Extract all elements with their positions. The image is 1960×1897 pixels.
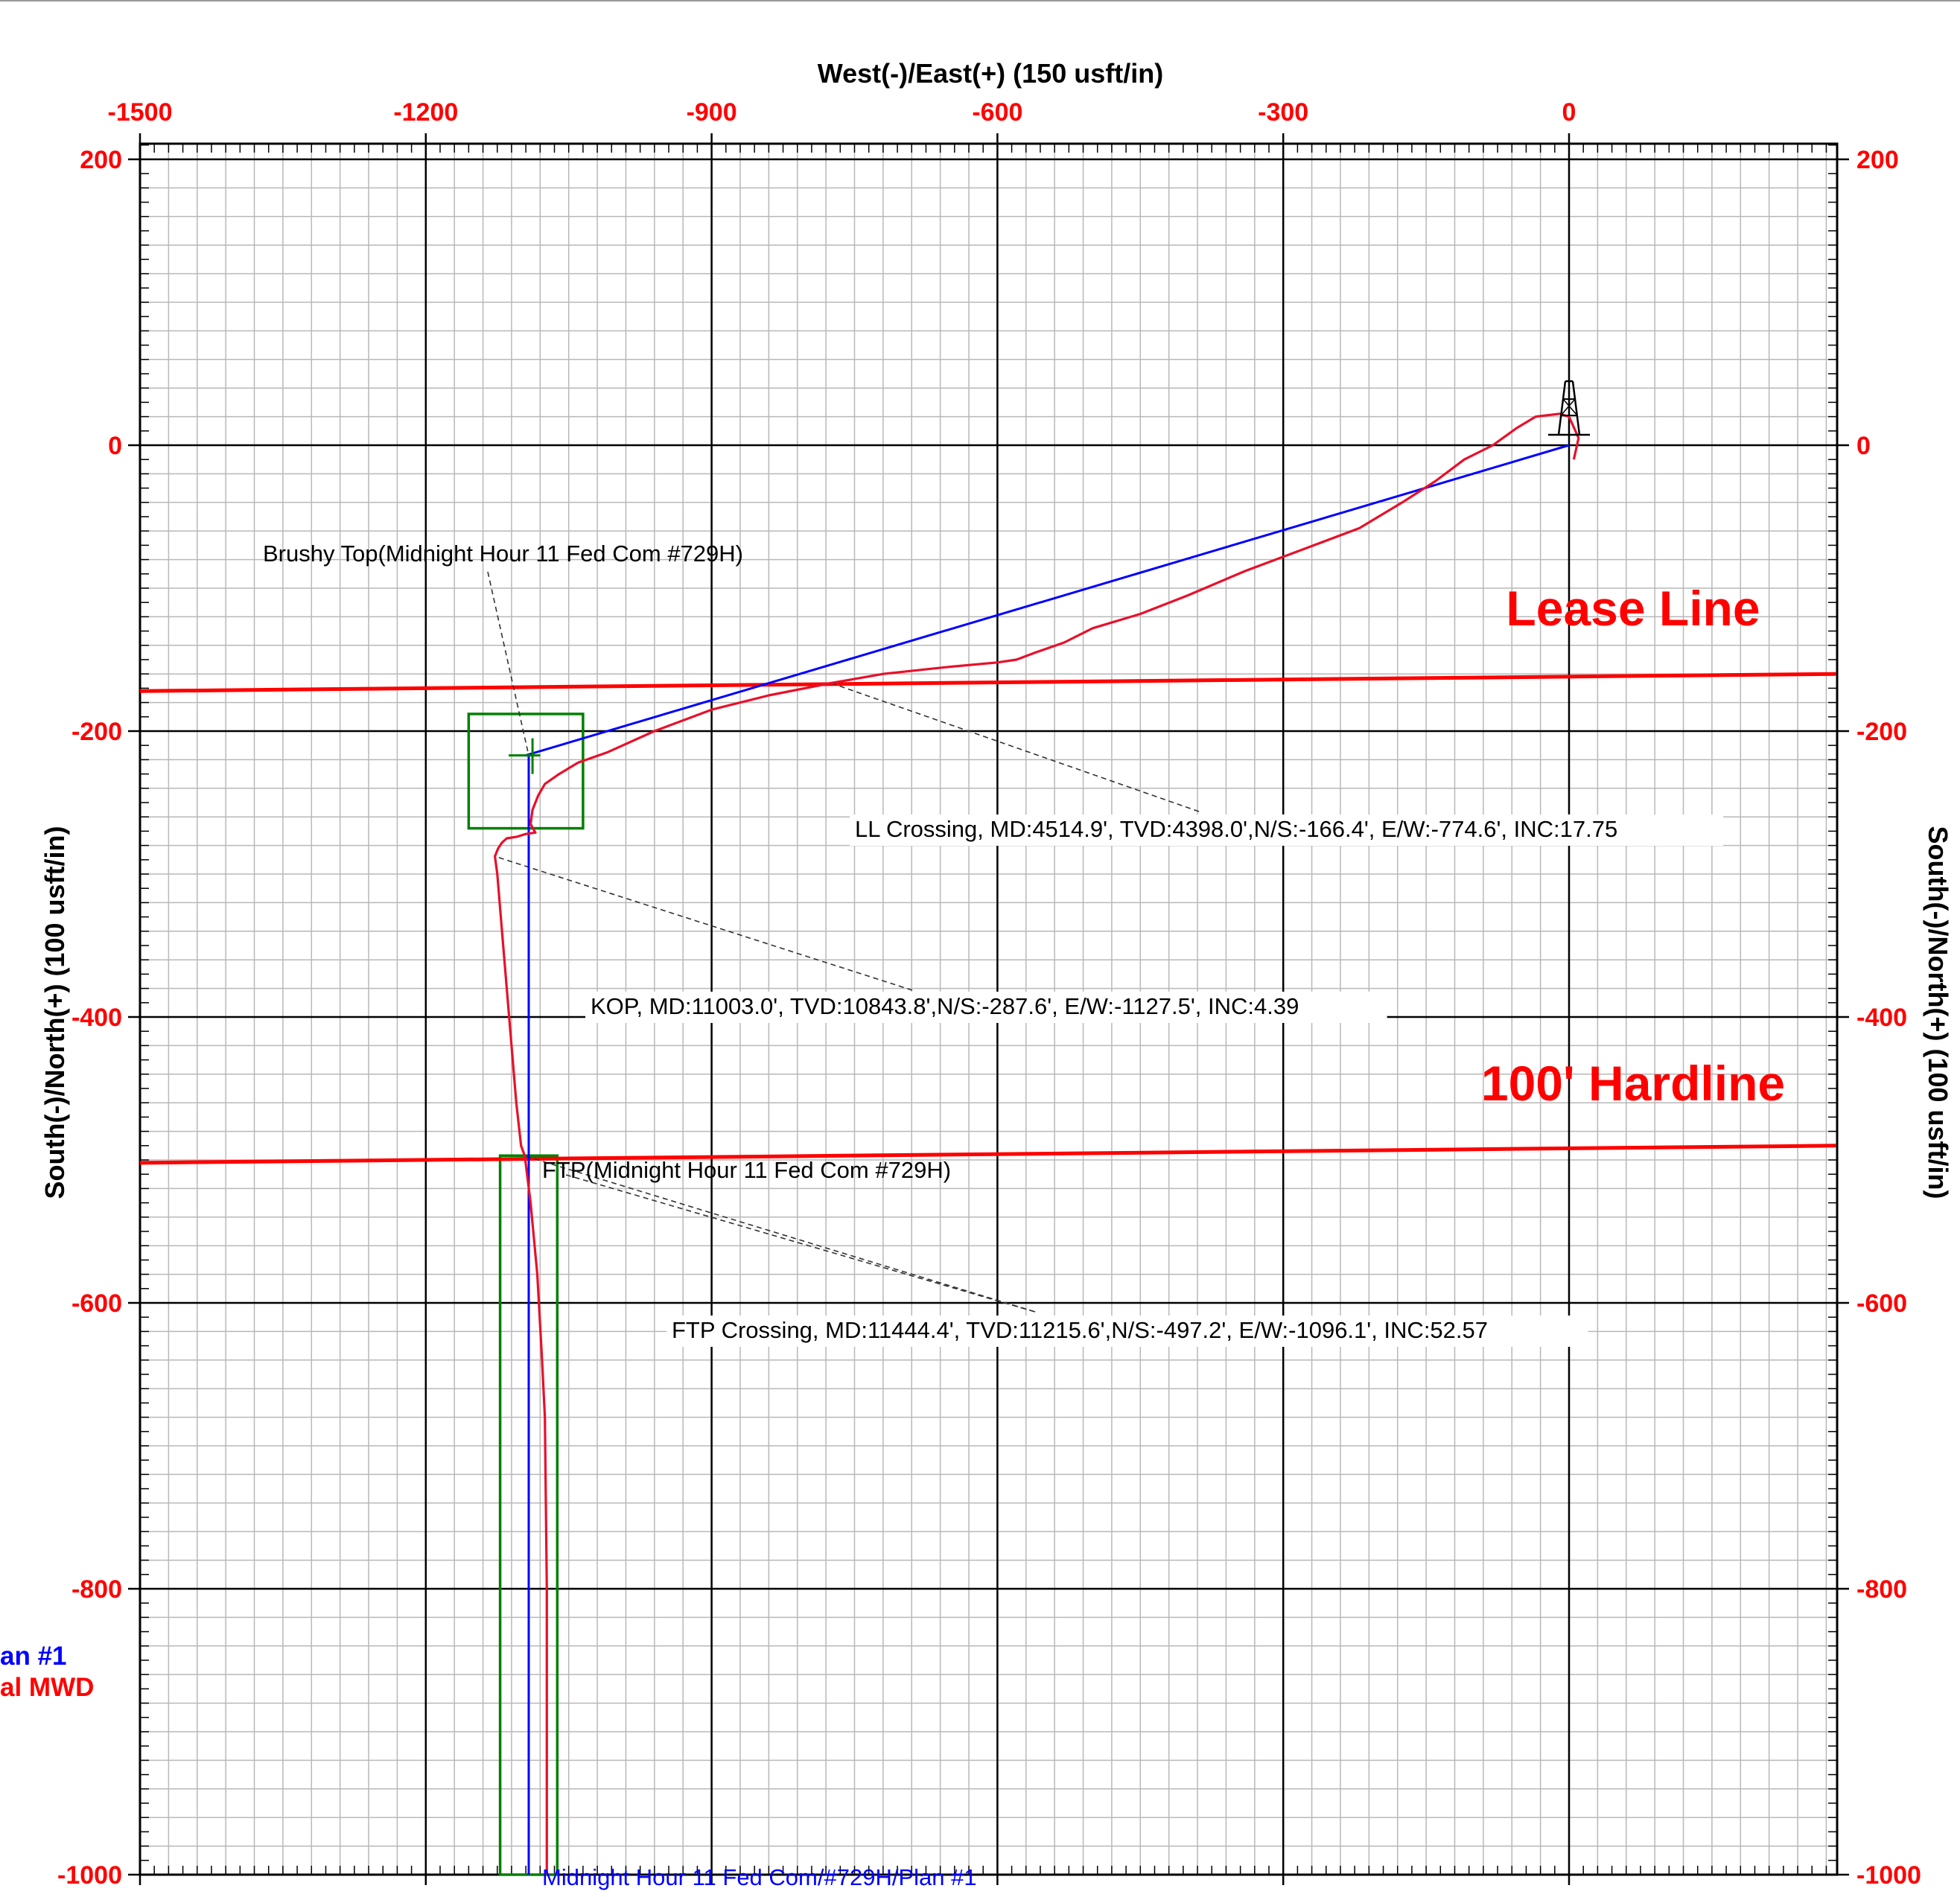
- drilling-rig-icon: [1548, 380, 1590, 436]
- y-tick-label-right: 0: [1856, 432, 1871, 460]
- ll-crossing-label: LL Crossing, MD:4514.9', TVD:4398.0',N/S…: [855, 816, 1617, 842]
- top-tick-labels: -1500 -1200 -900 -600 -300 0: [108, 98, 1576, 127]
- left-tick-labels: 200 0 -200 -400 -600 -800 -1000: [57, 146, 122, 1890]
- ftp-crossing-label: FTP Crossing, MD:11444.4', TVD:11215.6',…: [672, 1317, 1488, 1343]
- lease-line: [139, 672, 1836, 693]
- y-axis-title-left: South(-)/North(+) (100 usft/in): [39, 826, 70, 1199]
- ll-crossing-label-bg: [850, 814, 1724, 846]
- annotation-labels: Brushy Top(Midnight Hour 11 Fed Com #729…: [263, 541, 1724, 1347]
- brushy-top-leader: [487, 571, 529, 756]
- hardline-100ft: [139, 1144, 1836, 1165]
- rig-cross-2: [1562, 398, 1578, 416]
- legend-plan: an #1: [0, 1642, 67, 1671]
- y-tick-label-left: -200: [71, 718, 122, 746]
- y-tick-label-right: -400: [1856, 1004, 1907, 1032]
- y-tick-label-left: -800: [71, 1575, 122, 1604]
- lease-line-label: Lease Line: [1506, 581, 1760, 636]
- hardlines: [139, 672, 1836, 1165]
- plan-end-label: Midnight Hour 11 Fed Com/#729H/Plan #1: [542, 1864, 977, 1890]
- y-tick-label-right: -200: [1856, 718, 1907, 746]
- rig-leg-right: [1571, 380, 1581, 436]
- kop-label: KOP, MD:11003.0', TVD:10843.8',N/S:-287.…: [591, 993, 1299, 1019]
- y-tick-label-right: -600: [1856, 1289, 1907, 1318]
- actual-mwd-path-line: [493, 412, 1580, 1875]
- x-tick-label: 0: [1562, 98, 1576, 127]
- y-axis-title-right: South(-)/North(+) (100 usft/in): [1923, 826, 1953, 1199]
- y-tick-label-right: 200: [1856, 146, 1899, 174]
- legend-actual: al MWD: [0, 1673, 94, 1702]
- ftp-crossing-label-bg: [666, 1316, 1588, 1347]
- y-tick-label-left: 0: [108, 432, 122, 460]
- x-tick-label: -600: [972, 98, 1022, 127]
- brushy-top-label: Brushy Top(Midnight Hour 11 Fed Com #729…: [263, 541, 743, 567]
- y-tick-label-right: -1000: [1856, 1861, 1921, 1890]
- target-box-kop: [467, 712, 585, 830]
- hardline-label: 100' Hardline: [1481, 1056, 1785, 1111]
- y-tick-label-right: -800: [1856, 1575, 1907, 1604]
- ftp-label: FTP(Midnight Hour 11 Fed Com #729H): [542, 1157, 951, 1183]
- kop-leader: [494, 855, 913, 991]
- rig-leg-left: [1557, 380, 1567, 436]
- y-tick-label-left: -600: [71, 1289, 122, 1318]
- right-tick-labels: 200 0 -200 -400 -600 -800 -1000: [1856, 146, 1921, 1890]
- x-tick-label: -1500: [108, 98, 173, 127]
- ftp-leader: [565, 1174, 1036, 1313]
- plot-frame: [139, 142, 1839, 1876]
- well-paths: [493, 412, 1580, 1875]
- ll-crossing-leader: [830, 682, 1200, 812]
- annotation-leaders: [487, 571, 1200, 1313]
- x-axis-title: West(-)/East(+) (150 usft/in): [818, 58, 1163, 89]
- rig-cross: [1560, 398, 1576, 416]
- x-tick-label: -300: [1258, 98, 1308, 127]
- kop-label-bg: [585, 992, 1387, 1023]
- x-tick-label: -1200: [393, 98, 458, 127]
- y-tick-label-left: -1000: [57, 1861, 122, 1890]
- x-tick-label: -900: [687, 98, 737, 127]
- y-tick-label-left: -400: [71, 1004, 122, 1032]
- y-tick-label-left: 200: [80, 146, 122, 174]
